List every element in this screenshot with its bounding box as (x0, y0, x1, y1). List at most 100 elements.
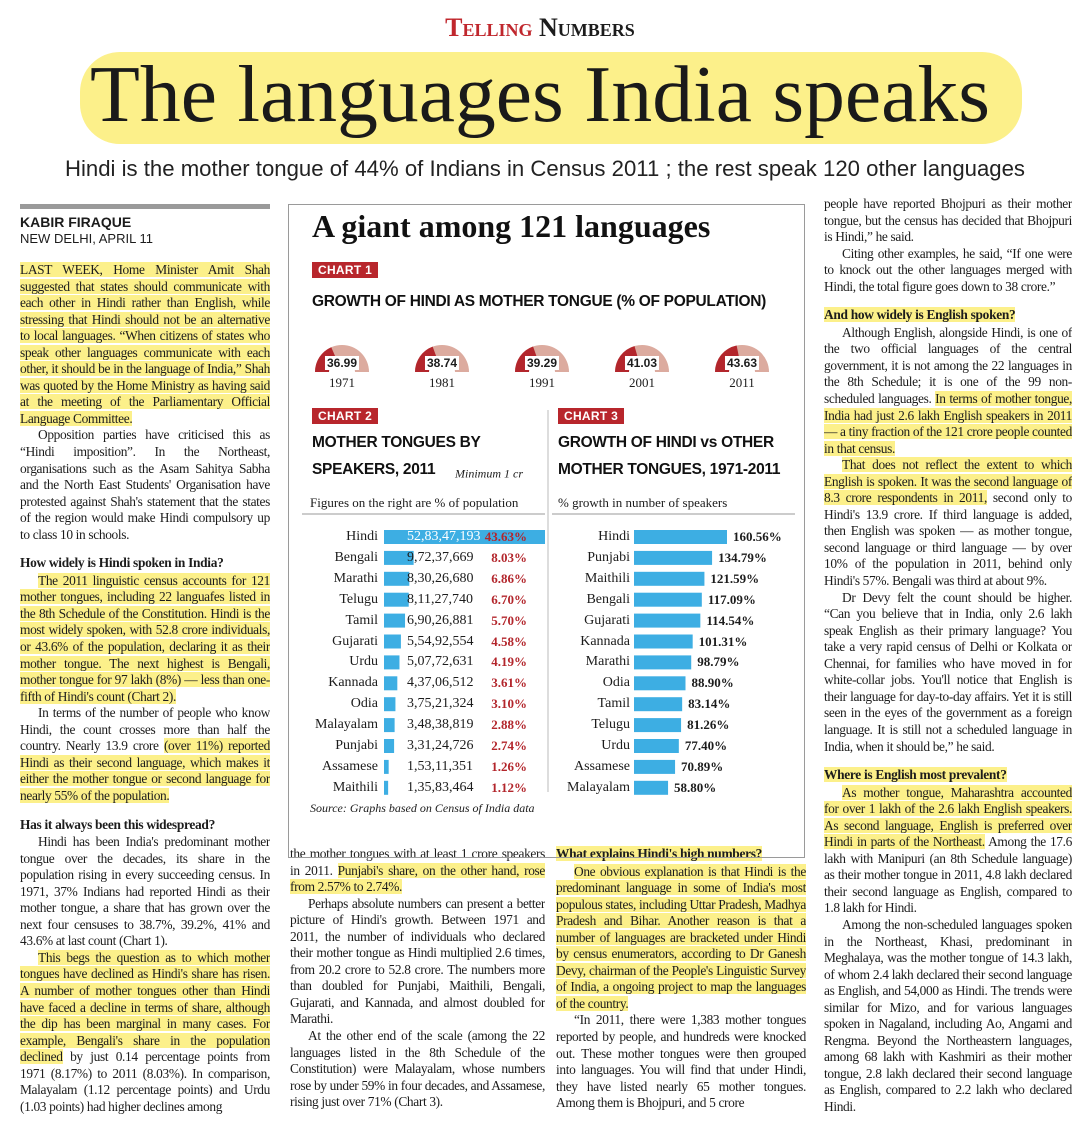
bar (634, 571, 705, 586)
bar (634, 780, 669, 795)
paragraph: At the other end of the scale (among the… (290, 1028, 545, 1111)
share-label: 6.70% (491, 591, 527, 607)
bar (634, 697, 683, 712)
paragraph: Opposition parties have criticised this … (20, 427, 270, 543)
paragraph: One obvious explanation is that Hindi is… (556, 863, 806, 1013)
paragraph: Citing other examples, he said, “If one … (824, 246, 1072, 296)
value-label: 58.80% (674, 779, 717, 795)
share-label: 1.12% (491, 779, 527, 795)
category-label: Punjabi (587, 549, 630, 565)
gauge-label: 36.99 (324, 356, 360, 370)
standfirst: Hindi is the mother tongue of 44% of Ind… (65, 156, 1025, 181)
value-label: 77.40% (684, 738, 728, 753)
category-label: Assamese (574, 758, 630, 774)
text-run: second only to Hindi's 13.9 crore. If th… (824, 490, 1072, 589)
value-label: 83.14% (688, 696, 731, 712)
value-label: 121.59% (710, 570, 760, 586)
gauge-label: 39.29 (524, 356, 560, 370)
value-label: 160.56% (733, 529, 782, 544)
text-run: Among the 17.6 lakh with Manipuri (an 8t… (824, 834, 1072, 916)
category-label: Telugu (591, 717, 630, 733)
category-label: Gujarati (332, 633, 378, 649)
value-label: 4,37,06,512 (407, 675, 474, 691)
bar (384, 613, 406, 628)
value-label: 81.26% (687, 717, 730, 733)
text-run: people have reported Bhojpuri as their m… (824, 196, 1072, 245)
bar (384, 780, 389, 795)
share-label: 4.19% (491, 654, 527, 670)
paragraph: LAST WEEK, Home Minister Amit Shah sugge… (20, 262, 270, 427)
bar (384, 634, 401, 649)
value-label: 117.09% (707, 591, 756, 607)
gauge-year: 2001 (629, 375, 655, 390)
category-label: Bengali (334, 549, 378, 565)
text-run: The 2011 linguistic census accounts for … (20, 572, 270, 704)
heading-text: Has it always been this widespread? (20, 816, 215, 832)
article-column: the mother tongues with at least 1 crore… (290, 846, 545, 1124)
paragraph: “In 2011, there were 1,383 mother tongue… (556, 1012, 806, 1111)
category-label: Hindi (598, 529, 630, 544)
category-label: Gujarati (584, 612, 630, 628)
byline: KABIR FIRAQUE (20, 214, 132, 230)
paragraph: Dr Devy felt the count should be higher.… (824, 590, 1072, 755)
kicker: Telling Numbers (445, 13, 635, 42)
value-label: 98.79% (697, 654, 740, 670)
bar (384, 571, 410, 586)
value-label: 9,72,37,669 (407, 549, 474, 565)
kicker-word: Numbers (539, 13, 635, 42)
section-heading: Where is English most prevalent? (824, 767, 1072, 784)
share-label: 8.03% (491, 549, 527, 565)
bar (634, 655, 692, 670)
header: Telling Numbers The languages India spea… (65, 13, 1025, 181)
share-label: 2.88% (491, 717, 527, 733)
bar (384, 550, 414, 565)
category-label: Telugu (339, 591, 378, 607)
gauge-year: 1981 (429, 375, 455, 390)
share-label: 2.74% (491, 738, 527, 753)
gauge-year: 1971 (329, 375, 355, 390)
text-run: “In 2011, there were 1,383 mother tongue… (556, 1012, 806, 1111)
bar (384, 697, 396, 712)
bar (634, 718, 682, 733)
byline-rule (20, 204, 270, 209)
category-label: Bengali (586, 591, 630, 607)
value-label: 8,30,26,680 (407, 570, 474, 586)
text-run: This begs the question as to which mothe… (20, 949, 270, 1065)
category-label: Odia (350, 696, 378, 712)
value-label: 1,53,11,351 (407, 758, 473, 774)
paragraph: Hindi has been India's predominant mothe… (20, 834, 270, 950)
section-heading: Has it always been this widespread? (20, 817, 270, 834)
text-run: Perhaps absolute numbers can present a b… (290, 895, 545, 1027)
category-label: Kannada (580, 633, 630, 649)
category-label: Kannada (328, 675, 378, 691)
paragraph: Perhaps absolute numbers can present a b… (290, 896, 545, 1028)
gauge-year: 1991 (529, 375, 555, 390)
text-run: Dr Devy felt the count should be higher.… (824, 589, 1072, 754)
text-run: In terms of the number of people who kno… (20, 705, 270, 754)
dateline: NEW DELHI, APRIL 11 (20, 231, 153, 246)
category-label: Maithili (332, 779, 378, 795)
article-column: people have reported Bhojpuri as their m… (824, 196, 1072, 1124)
source-note: Source: Graphs based on Census of India … (310, 801, 535, 815)
value-label: 3,31,24,726 (407, 738, 474, 753)
value-label: 5,54,92,554 (407, 633, 474, 649)
chart-tag: CHART 3 (558, 408, 625, 424)
text-run: by just 0.14 percentage points from 1971… (20, 1049, 270, 1114)
value-label: 52,83,47,193 (407, 529, 481, 544)
section-heading: How widely is Hindi spoken in India? (20, 555, 270, 572)
share-label: 43.63% (484, 529, 527, 544)
heading-text: And how widely is English spoken? (824, 307, 1016, 323)
text-run: Although English, alongside Hindi, is on… (824, 324, 1072, 407)
share-label: 6.86% (491, 570, 527, 586)
bar (384, 718, 395, 733)
value-label: 134.79% (718, 549, 767, 565)
bar (384, 759, 389, 774)
chart-tag: CHART 2 (312, 408, 379, 424)
value-label: 3,75,21,324 (407, 696, 474, 712)
paragraph: Although English, alongside Hindi, is on… (824, 325, 1072, 457)
bar (384, 739, 395, 753)
text-run: At the other end of the scale (among the… (290, 1028, 545, 1110)
share-label: 3.61% (491, 675, 527, 691)
